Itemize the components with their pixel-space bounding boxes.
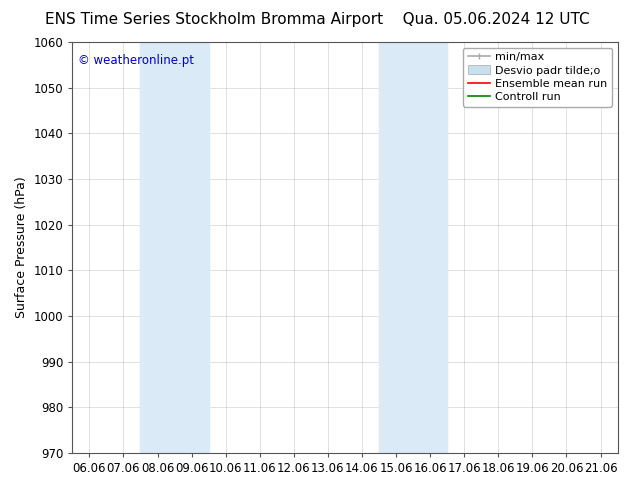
Text: © weatheronline.pt: © weatheronline.pt	[78, 54, 194, 68]
Y-axis label: Surface Pressure (hPa): Surface Pressure (hPa)	[15, 176, 28, 318]
Bar	[141, 42, 209, 453]
Bar	[379, 42, 447, 453]
Legend: min/max, Desvio padr tilde;o, Ensemble mean run, Controll run: min/max, Desvio padr tilde;o, Ensemble m…	[463, 48, 612, 107]
Text: ENS Time Series Stockholm Bromma Airport    Qua. 05.06.2024 12 UTC: ENS Time Series Stockholm Bromma Airport…	[44, 12, 590, 27]
